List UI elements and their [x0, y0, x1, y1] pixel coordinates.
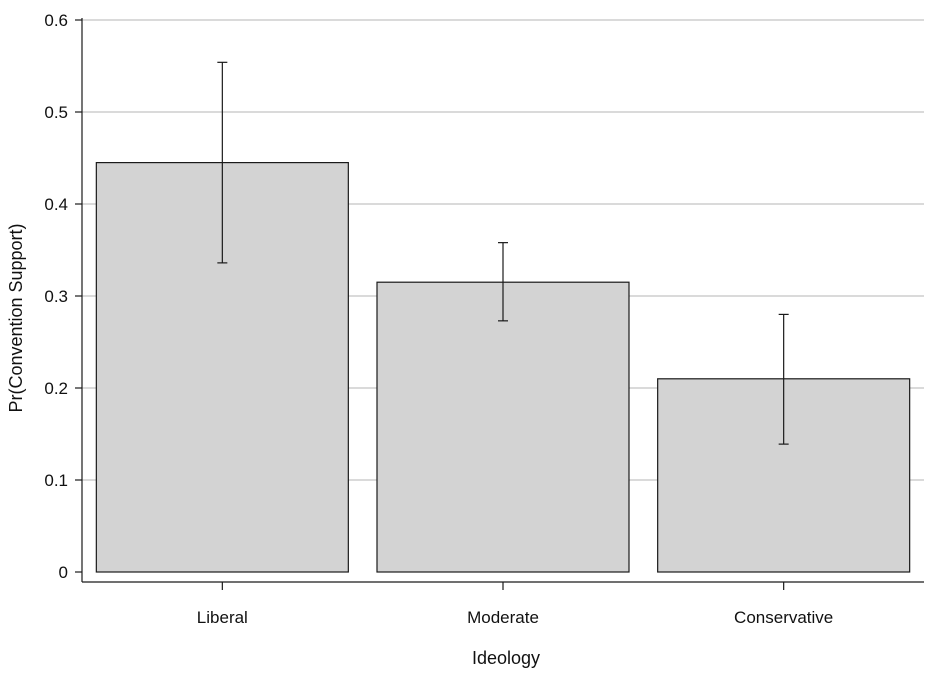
error-bar-moderate [498, 242, 508, 322]
y-tick-label: 0 [59, 563, 68, 582]
bars [95, 162, 911, 573]
y-tick-label: 0.3 [44, 287, 68, 306]
y-tick-label: 0.4 [44, 195, 68, 214]
axes: 0 0.1 0.2 0.3 0.4 0.5 0.6 Liberal Moderate Conser… [44, 11, 924, 627]
y-tick-label: 0.5 [44, 103, 68, 122]
error-bar-liberal [217, 61, 228, 264]
x-axis-label: Ideology [472, 648, 540, 668]
error-bar-conservative [778, 313, 789, 445]
y-axis-label: Pr(Convention Support) [6, 223, 26, 412]
bar-moderate [376, 281, 630, 573]
x-tick-label: Liberal [197, 608, 248, 627]
x-tick-label: Moderate [467, 608, 539, 627]
x-tick-label: Conservative [734, 608, 833, 627]
error-bars [217, 61, 789, 445]
y-tick-label: 0.6 [44, 11, 68, 30]
y-tick-label: 0.2 [44, 379, 68, 398]
y-tick-label: 0.1 [44, 471, 68, 490]
